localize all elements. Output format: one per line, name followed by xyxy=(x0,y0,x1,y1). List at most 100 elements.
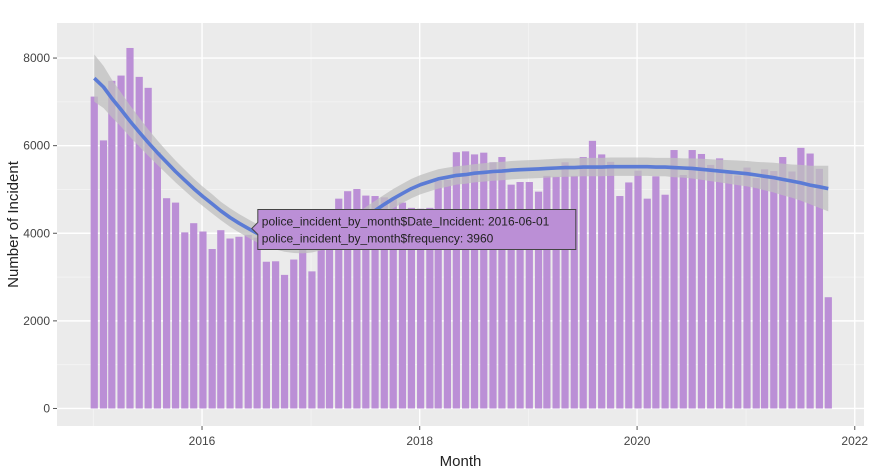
bar[interactable] xyxy=(489,162,497,409)
y-tick-label: 8000 xyxy=(23,51,50,65)
bar[interactable] xyxy=(290,259,298,409)
x-tick-label: 2022 xyxy=(841,434,868,448)
bar[interactable] xyxy=(99,140,108,409)
bar[interactable] xyxy=(199,231,207,409)
bar[interactable] xyxy=(190,223,198,409)
bar[interactable] xyxy=(461,151,470,409)
bar[interactable] xyxy=(380,197,388,409)
bar[interactable] xyxy=(325,224,334,409)
bar[interactable] xyxy=(679,175,687,409)
bar[interactable] xyxy=(716,158,724,409)
bar[interactable] xyxy=(362,195,370,409)
bar[interactable] xyxy=(262,261,270,409)
bar[interactable] xyxy=(752,178,760,409)
bar[interactable] xyxy=(344,191,352,409)
bar[interactable] xyxy=(371,196,379,409)
bar[interactable] xyxy=(108,80,116,409)
hover-tooltip: police_incident_by_month$Date_Incident: … xyxy=(251,208,577,250)
y-tick-label: 6000 xyxy=(23,139,50,153)
bar[interactable] xyxy=(208,249,216,409)
bars-group xyxy=(90,47,832,409)
bar[interactable] xyxy=(217,230,225,409)
bar[interactable] xyxy=(552,176,560,409)
bar[interactable] xyxy=(226,238,234,409)
bar[interactable] xyxy=(135,76,143,409)
bar[interactable] xyxy=(353,189,361,409)
bar[interactable] xyxy=(616,196,624,409)
axis-ticks: 0 2000 4000 6000 8000 2016 2018 2020 2022 xyxy=(23,51,868,448)
bar[interactable] xyxy=(670,150,678,409)
bar[interactable] xyxy=(426,207,434,409)
bar[interactable] xyxy=(760,169,769,409)
bar[interactable] xyxy=(117,75,125,409)
bar[interactable] xyxy=(525,182,533,409)
bar[interactable] xyxy=(153,152,161,409)
bar[interactable] xyxy=(235,236,243,409)
bar[interactable] xyxy=(171,202,180,409)
bar[interactable] xyxy=(126,47,134,409)
bar[interactable] xyxy=(570,175,578,409)
bar[interactable] xyxy=(588,140,597,409)
bar[interactable] xyxy=(434,180,442,409)
bar[interactable] xyxy=(398,202,407,409)
bar[interactable] xyxy=(697,153,706,409)
y-tick-label: 2000 xyxy=(23,314,50,328)
bar[interactable] xyxy=(824,297,832,409)
bar[interactable] xyxy=(308,271,316,409)
bar[interactable] xyxy=(688,150,696,409)
y-axis-title: Number of Incident xyxy=(5,160,22,288)
bar[interactable] xyxy=(417,208,425,409)
bar[interactable] xyxy=(443,179,452,409)
y-tick-label: 0 xyxy=(43,401,50,415)
x-axis-title: Month xyxy=(440,453,482,470)
bar[interactable] xyxy=(335,198,343,409)
bar[interactable] xyxy=(770,171,778,409)
tooltip-value-label: police_incident_by_month$frequency: 3960 xyxy=(262,231,494,245)
bar[interactable] xyxy=(516,182,524,409)
bar[interactable] xyxy=(389,199,397,409)
bar[interactable] xyxy=(280,274,289,409)
bar[interactable] xyxy=(625,182,633,409)
bar[interactable] xyxy=(407,207,415,409)
bar[interactable] xyxy=(543,175,551,409)
bar[interactable] xyxy=(480,152,488,409)
bar[interactable] xyxy=(634,170,642,409)
bar[interactable] xyxy=(598,154,606,409)
tooltip-box xyxy=(251,208,577,250)
bar[interactable] xyxy=(643,198,651,409)
bar[interactable] xyxy=(299,249,307,409)
bar[interactable] xyxy=(507,184,515,409)
bar[interactable] xyxy=(181,232,189,409)
x-tick-label: 2020 xyxy=(624,434,651,448)
bar[interactable] xyxy=(725,172,733,409)
x-tick-label: 2018 xyxy=(406,434,433,448)
bar[interactable] xyxy=(743,167,751,409)
tooltip-date-label: police_incident_by_month$Date_Incident: … xyxy=(262,214,550,228)
bar[interactable] xyxy=(734,175,742,409)
bar[interactable] xyxy=(579,157,587,409)
bar[interactable] xyxy=(797,147,805,409)
y-tick-label: 4000 xyxy=(23,226,50,240)
bar[interactable] xyxy=(534,191,543,409)
bar[interactable] xyxy=(498,157,506,409)
bar[interactable] xyxy=(788,171,796,409)
x-tick-label: 2016 xyxy=(189,434,216,448)
bar[interactable] xyxy=(806,153,814,409)
bar[interactable] xyxy=(244,235,252,409)
bar[interactable] xyxy=(607,161,615,409)
bar[interactable] xyxy=(144,87,152,409)
bar[interactable] xyxy=(707,164,715,409)
bar[interactable] xyxy=(272,261,280,409)
bar[interactable] xyxy=(163,198,171,409)
bar[interactable] xyxy=(452,152,460,409)
bar[interactable] xyxy=(561,162,569,409)
bar[interactable] xyxy=(779,157,787,409)
bar[interactable] xyxy=(253,237,261,409)
bar[interactable] xyxy=(652,176,660,409)
bar[interactable] xyxy=(317,238,325,409)
bar[interactable] xyxy=(90,96,98,409)
bar[interactable] xyxy=(815,168,823,409)
bar[interactable] xyxy=(661,194,669,409)
bar[interactable] xyxy=(470,154,479,409)
